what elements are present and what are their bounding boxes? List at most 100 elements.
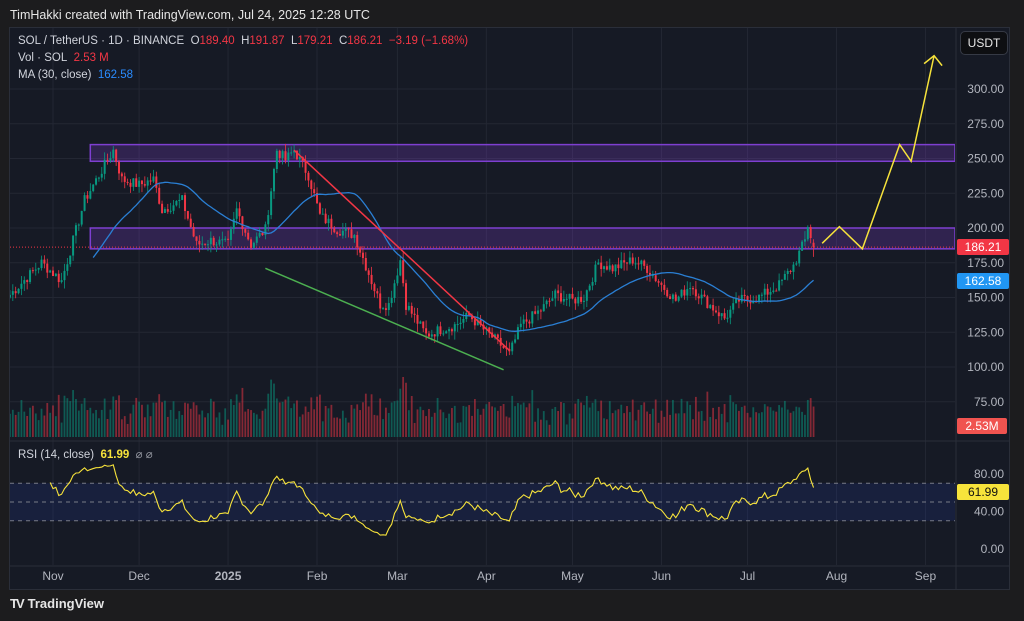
candle-body <box>542 304 545 312</box>
volume-bar <box>129 413 132 437</box>
candle <box>195 236 198 246</box>
currency-button[interactable]: USDT <box>960 31 1008 55</box>
volume-label[interactable]: Vol · SOL <box>18 52 68 64</box>
price-tick-label: 175.00 <box>967 256 1004 270</box>
volume-bar <box>519 404 522 437</box>
volume-bar <box>132 404 135 437</box>
volume-bar <box>135 397 138 437</box>
candle <box>241 215 244 236</box>
volume-bar <box>743 405 746 437</box>
volume-bar <box>227 419 229 437</box>
candle-body <box>766 288 769 295</box>
chart-panel[interactable] <box>9 27 1010 590</box>
candle <box>163 207 166 214</box>
candle <box>677 295 680 303</box>
volume-bar <box>192 402 195 437</box>
candle-body <box>272 169 275 192</box>
candle-body <box>798 250 801 264</box>
candle-body <box>69 255 72 265</box>
candle <box>577 291 580 307</box>
candle <box>516 324 519 340</box>
volume-bar <box>172 401 175 437</box>
candle <box>729 305 732 325</box>
candle-body <box>367 270 370 275</box>
candle <box>356 231 359 256</box>
volume-bar <box>362 402 364 437</box>
price-tick-label: 75.00 <box>974 395 1004 409</box>
candle-body <box>413 313 416 315</box>
candle <box>244 228 247 237</box>
volume-bar <box>491 406 494 437</box>
candle-body <box>327 218 330 224</box>
candle-body <box>120 173 123 177</box>
candle <box>339 229 341 236</box>
volume-bar <box>689 404 692 437</box>
candle-body <box>295 150 298 160</box>
volume-bar <box>347 422 350 437</box>
volume-bar <box>270 379 273 437</box>
candle <box>660 281 663 292</box>
candle-body <box>31 270 34 272</box>
candle-body <box>106 159 109 161</box>
candle-body <box>261 232 264 236</box>
candle-body <box>551 298 554 301</box>
candle-body <box>806 227 809 240</box>
candle <box>336 230 339 238</box>
volume-bar <box>626 406 628 437</box>
rsi-label[interactable]: RSI (14, close) <box>18 449 95 461</box>
candle-body <box>103 159 106 174</box>
candle <box>775 288 778 292</box>
candle-body <box>221 239 224 241</box>
candle <box>522 314 525 332</box>
candle <box>178 193 181 209</box>
ma-label[interactable]: MA (30, close) <box>18 69 92 81</box>
rsi-settings-icons[interactable]: ⌀ ⌀ <box>135 449 153 461</box>
volume-bar <box>623 413 626 437</box>
candle-body <box>669 296 672 300</box>
candle-body <box>330 218 333 229</box>
time-tick-label: Jul <box>740 569 755 583</box>
candle-body <box>304 160 307 173</box>
volume-bar <box>221 424 224 437</box>
volume-bar <box>49 412 52 437</box>
candle-body <box>539 310 542 312</box>
candle <box>588 283 591 292</box>
volume-bar <box>43 415 46 437</box>
volume-bar <box>146 404 149 437</box>
candle-body <box>674 294 677 301</box>
tradingview-logo-icon: TV <box>10 596 25 611</box>
candle-body <box>663 284 666 290</box>
volume-bar <box>143 417 146 437</box>
candle-body <box>86 195 89 199</box>
candle-body <box>247 232 250 240</box>
candle-body <box>204 243 207 245</box>
candle <box>582 294 585 310</box>
volume-bar <box>333 417 336 437</box>
volume-bar <box>531 390 534 437</box>
volume-bar <box>482 408 485 437</box>
volume-bar <box>760 412 763 437</box>
candle-body <box>620 260 623 269</box>
candle-body <box>209 237 212 245</box>
resistance-trendline <box>293 149 510 351</box>
volume-bar <box>700 410 703 437</box>
candle-body <box>399 260 402 276</box>
volume-bar <box>752 407 755 437</box>
volume-bar <box>634 420 637 437</box>
candle-body <box>376 291 379 294</box>
volume-bar <box>608 401 611 437</box>
candle <box>350 222 353 239</box>
candle <box>376 288 379 299</box>
candle <box>654 270 657 283</box>
change-value: −3.19 (−1.68%) <box>388 35 469 47</box>
tradingview-logo[interactable]: TV TradingView <box>10 596 104 611</box>
volume-bar <box>155 402 158 437</box>
candle <box>640 259 643 271</box>
symbol-name[interactable]: SOL / TetherUS · 1D · BINANCE <box>18 35 185 47</box>
candle <box>637 256 640 270</box>
candle-body <box>783 273 786 280</box>
candle-body <box>623 260 626 263</box>
volume-bar <box>379 398 382 437</box>
candle <box>10 290 11 299</box>
